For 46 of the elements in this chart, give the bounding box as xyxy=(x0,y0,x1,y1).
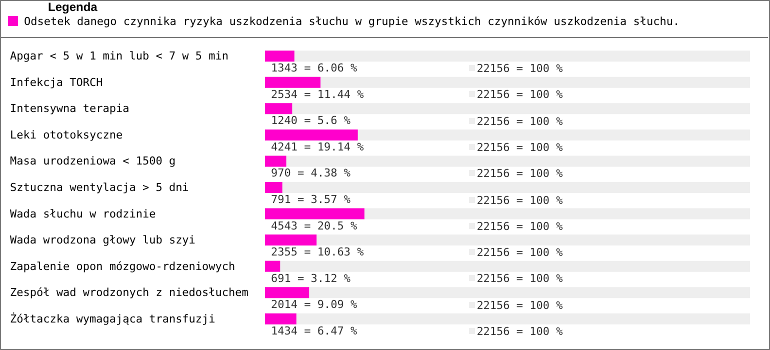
bar xyxy=(265,129,358,140)
y-tick-label: Zespół wad wrodzonych z niedosłuchem xyxy=(10,286,249,300)
annotation: 22156 = 100 % xyxy=(476,167,563,180)
bar xyxy=(265,313,296,324)
data-label: 2014 = 9.09 % xyxy=(271,298,358,312)
data-label: 2534 = 11.44 % xyxy=(271,88,364,101)
y-tick-label: Zapalenie opon mózgowo-rdzeniowych xyxy=(10,260,236,273)
data-label: 1343 = 6.06 % xyxy=(271,62,358,75)
legend-title: Legenda xyxy=(48,0,98,14)
data-label: 4543 = 20.5 % xyxy=(271,219,358,232)
bar xyxy=(265,76,320,88)
annotation: 22156 = 100 % xyxy=(476,194,563,206)
legend-label: Odsetek danego czynnika ryzyka uszkodzenia słuchu w grupie wszystkich czynników uszkodzenia słuchu. xyxy=(23,15,680,28)
bar xyxy=(265,50,294,62)
y-tick-label: Apgar < 5 w 1 min lub < 7 w 5 min xyxy=(10,50,229,63)
y-tick-label: Leki ototoksyczne xyxy=(10,128,123,142)
y-tick-label: Masa urodzeniowa < 1500 g xyxy=(10,154,176,168)
annotation: 22156 = 100 % xyxy=(476,246,563,260)
bar xyxy=(265,234,317,246)
bar xyxy=(265,260,280,272)
bar xyxy=(265,208,364,220)
y-tick-label: Sztuczna wentylacja > 5 dni xyxy=(10,181,189,194)
data-label: 791 = 3.57 % xyxy=(271,193,351,206)
annotation: 22156 = 100 % xyxy=(476,298,563,312)
data-label: 970 = 4.38 % xyxy=(271,166,351,180)
y-tick-label: Wada wrodzona głowy lub szyi xyxy=(10,234,196,247)
bar xyxy=(265,287,310,298)
annotation: 22156 = 100 % xyxy=(476,324,563,338)
data-label: 4241 = 19.14 % xyxy=(271,140,364,154)
y-tick-label: Intensywna terapia xyxy=(10,102,130,116)
data-label: 691 = 3.12 % xyxy=(271,272,351,285)
bar xyxy=(265,156,286,167)
bar xyxy=(265,103,292,114)
bar xyxy=(265,182,282,193)
data-label: 1434 = 6.47 % xyxy=(271,324,358,338)
data-label: 2355 = 10.63 % xyxy=(271,246,364,259)
annotation: 22156 = 100 % xyxy=(476,62,563,76)
annotation: 22156 = 100 % xyxy=(476,220,563,233)
annotation: 22156 = 100 % xyxy=(476,88,563,102)
data-label: 1240 = 5.6 % xyxy=(271,114,351,128)
y-tick-label: Infekcja TORCH xyxy=(10,76,103,89)
y-tick-label: Wada słuchu w rodzinie xyxy=(10,207,156,220)
annotation: 22156 = 100 % xyxy=(476,272,563,286)
annotation: 22156 = 100 % xyxy=(476,140,563,154)
y-tick-label: Żółtaczka wymagająca transfuzji xyxy=(10,311,216,326)
annotation: 22156 = 100 % xyxy=(476,114,563,128)
